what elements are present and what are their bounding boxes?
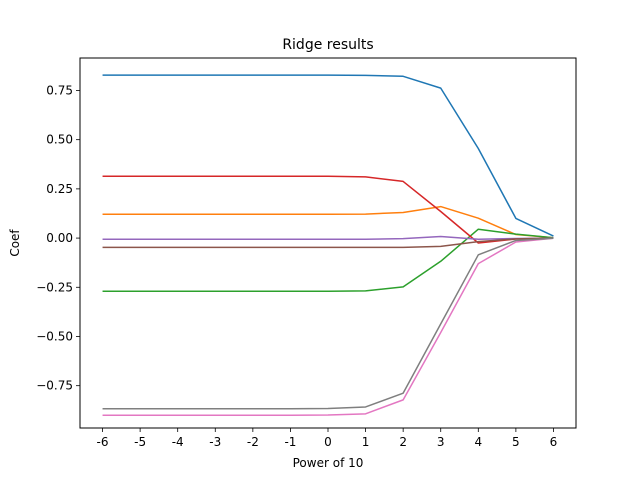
x-tick-label: 2 — [399, 435, 407, 449]
x-tick-label: 1 — [362, 435, 370, 449]
series-line-6 — [102, 237, 554, 249]
x-tick-label: 4 — [474, 435, 482, 449]
series-line-5 — [102, 235, 554, 241]
x-tick-label: -6 — [97, 435, 109, 449]
y-tick-label: 0.50 — [46, 133, 73, 147]
series-line-4 — [102, 175, 554, 244]
y-tick-label: −0.75 — [36, 379, 73, 393]
series-line-8 — [102, 237, 554, 410]
series-line-1 — [102, 74, 554, 237]
plot-area-background — [80, 58, 576, 428]
x-axis-label: Power of 10 — [293, 456, 364, 470]
y-tick-label: −0.50 — [36, 329, 73, 343]
y-tick-label: 0.75 — [46, 83, 73, 97]
x-tick-label: 5 — [512, 435, 520, 449]
x-tick-label: 6 — [550, 435, 558, 449]
x-tick-label: -2 — [247, 435, 259, 449]
x-tick-label: 3 — [437, 435, 445, 449]
y-axis: −0.75 −0.50 −0.25 0.00 0.25 0.50 0.75 — [36, 83, 80, 393]
x-tick-label: -3 — [209, 435, 221, 449]
y-axis-label: Coef — [8, 229, 22, 257]
series-line-7 — [102, 237, 554, 416]
x-tick-label: -1 — [284, 435, 296, 449]
x-axis: -6 -5 -4 -3 -2 -1 0 1 2 3 4 5 6 — [97, 428, 558, 449]
y-tick-label: 0.00 — [46, 231, 73, 245]
x-tick-label: -5 — [134, 435, 146, 449]
x-tick-label: -4 — [172, 435, 184, 449]
series-line-3 — [102, 228, 554, 292]
x-tick-label: 0 — [324, 435, 332, 449]
chart-title: Ridge results — [282, 37, 373, 53]
series-line-2 — [102, 205, 554, 239]
y-tick-label: −0.25 — [36, 280, 73, 294]
y-tick-label: 0.25 — [46, 182, 73, 196]
series-layer — [102, 74, 554, 416]
